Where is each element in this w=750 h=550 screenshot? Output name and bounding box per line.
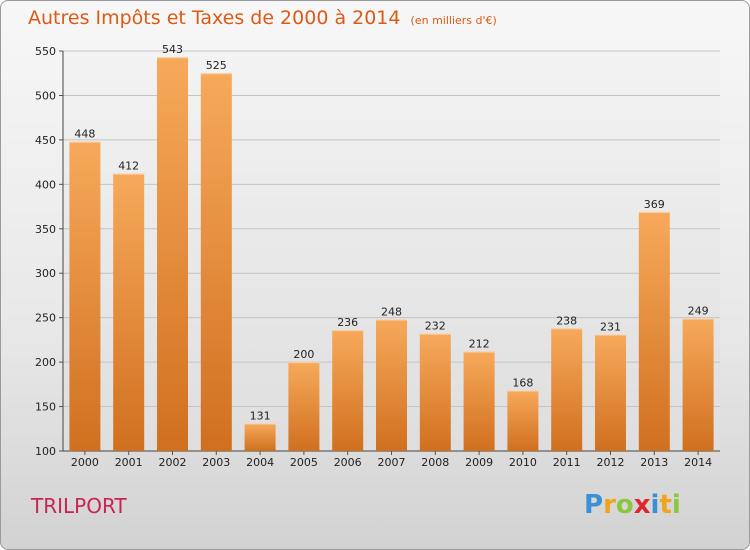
logo-letter: x [633, 490, 651, 520]
x-tick-label: 2008 [421, 456, 449, 469]
x-tick-label: 2004 [246, 456, 274, 469]
data-label: 231 [600, 321, 621, 334]
x-tick-label: 2000 [71, 456, 99, 469]
x-tick-label: 2006 [334, 456, 362, 469]
data-label: 232 [425, 320, 446, 333]
x-tick-label: 2014 [684, 456, 712, 469]
place-name: TRILPORT [31, 494, 127, 518]
y-tick-label: 550 [35, 45, 56, 58]
bar-2011[interactable] [551, 328, 583, 451]
x-tick-label: 2012 [597, 456, 625, 469]
y-tick-label: 100 [35, 445, 56, 458]
y-tick-label: 500 [35, 89, 56, 102]
y-tick-label: 300 [35, 267, 56, 280]
data-label: 212 [469, 337, 490, 350]
proxiti-logo[interactable]: Proxiti [584, 490, 681, 520]
chart-title: Autres Impôts et Taxes de 2000 à 2014 (e… [28, 7, 497, 29]
data-label: 248 [381, 305, 402, 318]
bar-2005[interactable] [288, 362, 320, 451]
bar-2008[interactable] [419, 333, 451, 451]
logo-letter: P [584, 490, 604, 520]
bar-2001[interactable] [113, 173, 145, 451]
y-tick-label: 250 [35, 312, 56, 325]
data-label: 238 [556, 314, 577, 327]
y-tick-label: 350 [35, 223, 56, 236]
logo-letter: r [603, 490, 616, 520]
data-label: 249 [688, 305, 709, 318]
x-tick-label: 2010 [509, 456, 537, 469]
logo-letter: i [650, 490, 660, 520]
bar-2007[interactable] [376, 319, 407, 451]
logo-letter: t [659, 490, 672, 520]
bar-2000[interactable] [69, 141, 101, 451]
bar-2010[interactable] [507, 390, 539, 451]
chart-title-text: Autres Impôts et Taxes de 2000 à 2014 [28, 7, 401, 29]
data-label: 448 [74, 128, 95, 141]
bar-2013[interactable] [638, 211, 670, 451]
x-tick-label: 2002 [159, 456, 187, 469]
bar-2014[interactable] [682, 318, 714, 451]
x-tick-label: 2001 [115, 456, 143, 469]
bar-2002[interactable] [157, 57, 188, 451]
bar-2004[interactable] [244, 423, 276, 451]
data-label: 412 [118, 160, 139, 173]
logo-letter: i [671, 490, 681, 520]
x-tick-label: 2011 [553, 456, 581, 469]
x-tick-label: 2005 [290, 456, 318, 469]
data-label: 200 [293, 348, 314, 361]
data-label: 369 [644, 198, 665, 211]
x-tick-label: 2013 [640, 456, 668, 469]
logo-letter: o [615, 490, 634, 520]
data-label: 236 [337, 316, 358, 329]
x-tick-label: 2007 [378, 456, 406, 469]
y-tick-label: 150 [35, 401, 56, 414]
data-label: 131 [250, 409, 271, 422]
x-tick-label: 2009 [465, 456, 493, 469]
data-label: 168 [512, 377, 533, 390]
data-label: 525 [206, 59, 227, 72]
x-tick-label: 2003 [202, 456, 230, 469]
y-tick-label: 450 [35, 134, 56, 147]
bar-2012[interactable] [595, 334, 626, 451]
y-tick-label: 400 [35, 178, 56, 191]
bar-2009[interactable] [463, 351, 495, 451]
bar-2006[interactable] [332, 330, 364, 451]
data-label: 543 [162, 43, 183, 56]
y-tick-label: 200 [35, 356, 56, 369]
chart-subtitle: (en milliers d'€) [410, 14, 497, 27]
bar-2003[interactable] [200, 73, 232, 451]
